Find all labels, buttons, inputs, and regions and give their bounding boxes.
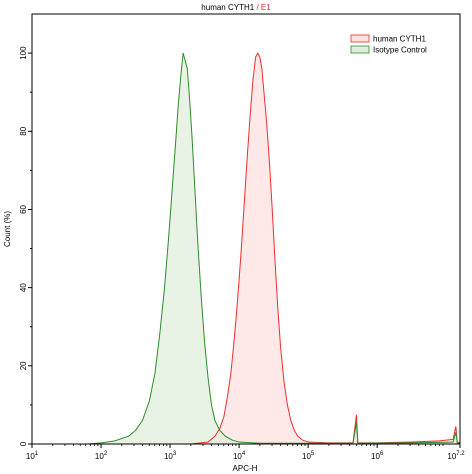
- x-tick-label: 102: [95, 451, 108, 461]
- y-axis: 0 20 40 60 80 100: [19, 46, 32, 446]
- y-tick-label: 100: [19, 46, 28, 60]
- x-axis: 101 102 103 104 105 106 107.2: [26, 444, 465, 461]
- x-tick-label: 105: [302, 451, 315, 461]
- legend-label-human-cyth1: human CYTH1: [373, 35, 426, 44]
- plot-frame: [31, 13, 461, 445]
- y-tick-label: 40: [19, 283, 28, 292]
- chart-title-separator: /: [256, 3, 260, 12]
- y-tick-label: 60: [19, 204, 28, 213]
- legend-swatch-isotype-control: [350, 45, 370, 54]
- legend-label-isotype-control: Isotype Control: [373, 46, 427, 55]
- x-tick-label: 101: [26, 451, 39, 461]
- y-tick-label: 0: [19, 441, 28, 446]
- chart-title: human CYTH1 / E1: [201, 3, 271, 12]
- x-axis-label: APC-H: [233, 464, 258, 473]
- plot-area: [32, 52, 461, 445]
- legend: human CYTH1 Isotype Control: [350, 34, 427, 55]
- x-tick-label: 106: [371, 451, 384, 461]
- y-tick-label: 80: [19, 126, 28, 135]
- x-tick-label: 104: [233, 451, 246, 461]
- y-tick-label: 20: [19, 361, 28, 370]
- x-tick-label: 107.2: [447, 451, 465, 461]
- series-area-human-cyth1: [32, 53, 460, 445]
- chart-title-main: human CYTH1: [201, 3, 254, 12]
- x-tick-label: 103: [164, 451, 177, 461]
- legend-swatch-human-cyth1: [350, 34, 370, 43]
- series-line-isotype-control: [32, 52, 461, 445]
- chart-title-suffix: E1: [261, 3, 271, 12]
- y-axis-label: Count (%): [3, 211, 12, 247]
